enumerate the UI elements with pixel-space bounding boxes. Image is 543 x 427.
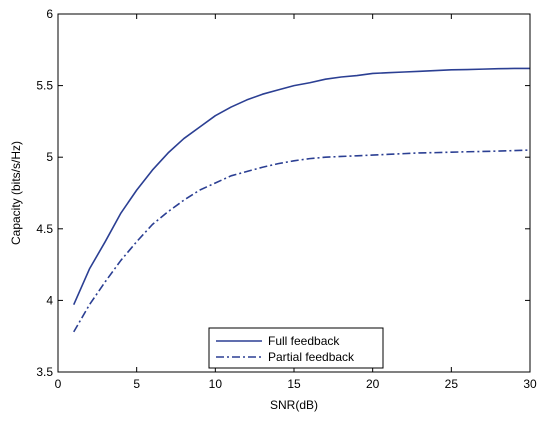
x-tick-label: 30 bbox=[523, 377, 537, 391]
y-tick-label: 4.5 bbox=[36, 222, 53, 236]
x-axis-label: SNR(dB) bbox=[270, 398, 318, 412]
x-tick-label: 5 bbox=[133, 377, 140, 391]
y-tick-label: 5.5 bbox=[36, 79, 53, 93]
legend-box bbox=[208, 327, 384, 369]
x-tick-label: 25 bbox=[445, 377, 459, 391]
series-lines bbox=[72, 67, 531, 333]
legend-label-full-feedback: Full feedback bbox=[268, 334, 340, 348]
series-line-partial-feedback bbox=[73, 149, 531, 333]
axis-tick-labels: 0 5 10 15 20 25 30 3.5 4 4.5 5 5.5 6 bbox=[36, 7, 537, 391]
y-tick-label: 5 bbox=[46, 150, 53, 164]
plot-background bbox=[58, 14, 530, 372]
x-tick-label: 10 bbox=[209, 377, 223, 391]
series-line-full-feedback bbox=[72, 67, 530, 306]
y-axis-label: Capacity (bits/s/Hz) bbox=[9, 141, 23, 245]
plot-frame bbox=[57, 13, 531, 373]
y-tick-label: 3.5 bbox=[36, 365, 53, 379]
y-tick-label: 6 bbox=[46, 7, 53, 21]
x-tick-label: 20 bbox=[366, 377, 380, 391]
legend-label-partial-feedback: Partial feedback bbox=[268, 350, 355, 364]
x-tick-label: 15 bbox=[287, 377, 301, 391]
x-tick-label: 0 bbox=[55, 377, 62, 391]
legend: Full feedback Partial feedback bbox=[208, 327, 384, 369]
y-tick-label: 4 bbox=[46, 293, 53, 307]
